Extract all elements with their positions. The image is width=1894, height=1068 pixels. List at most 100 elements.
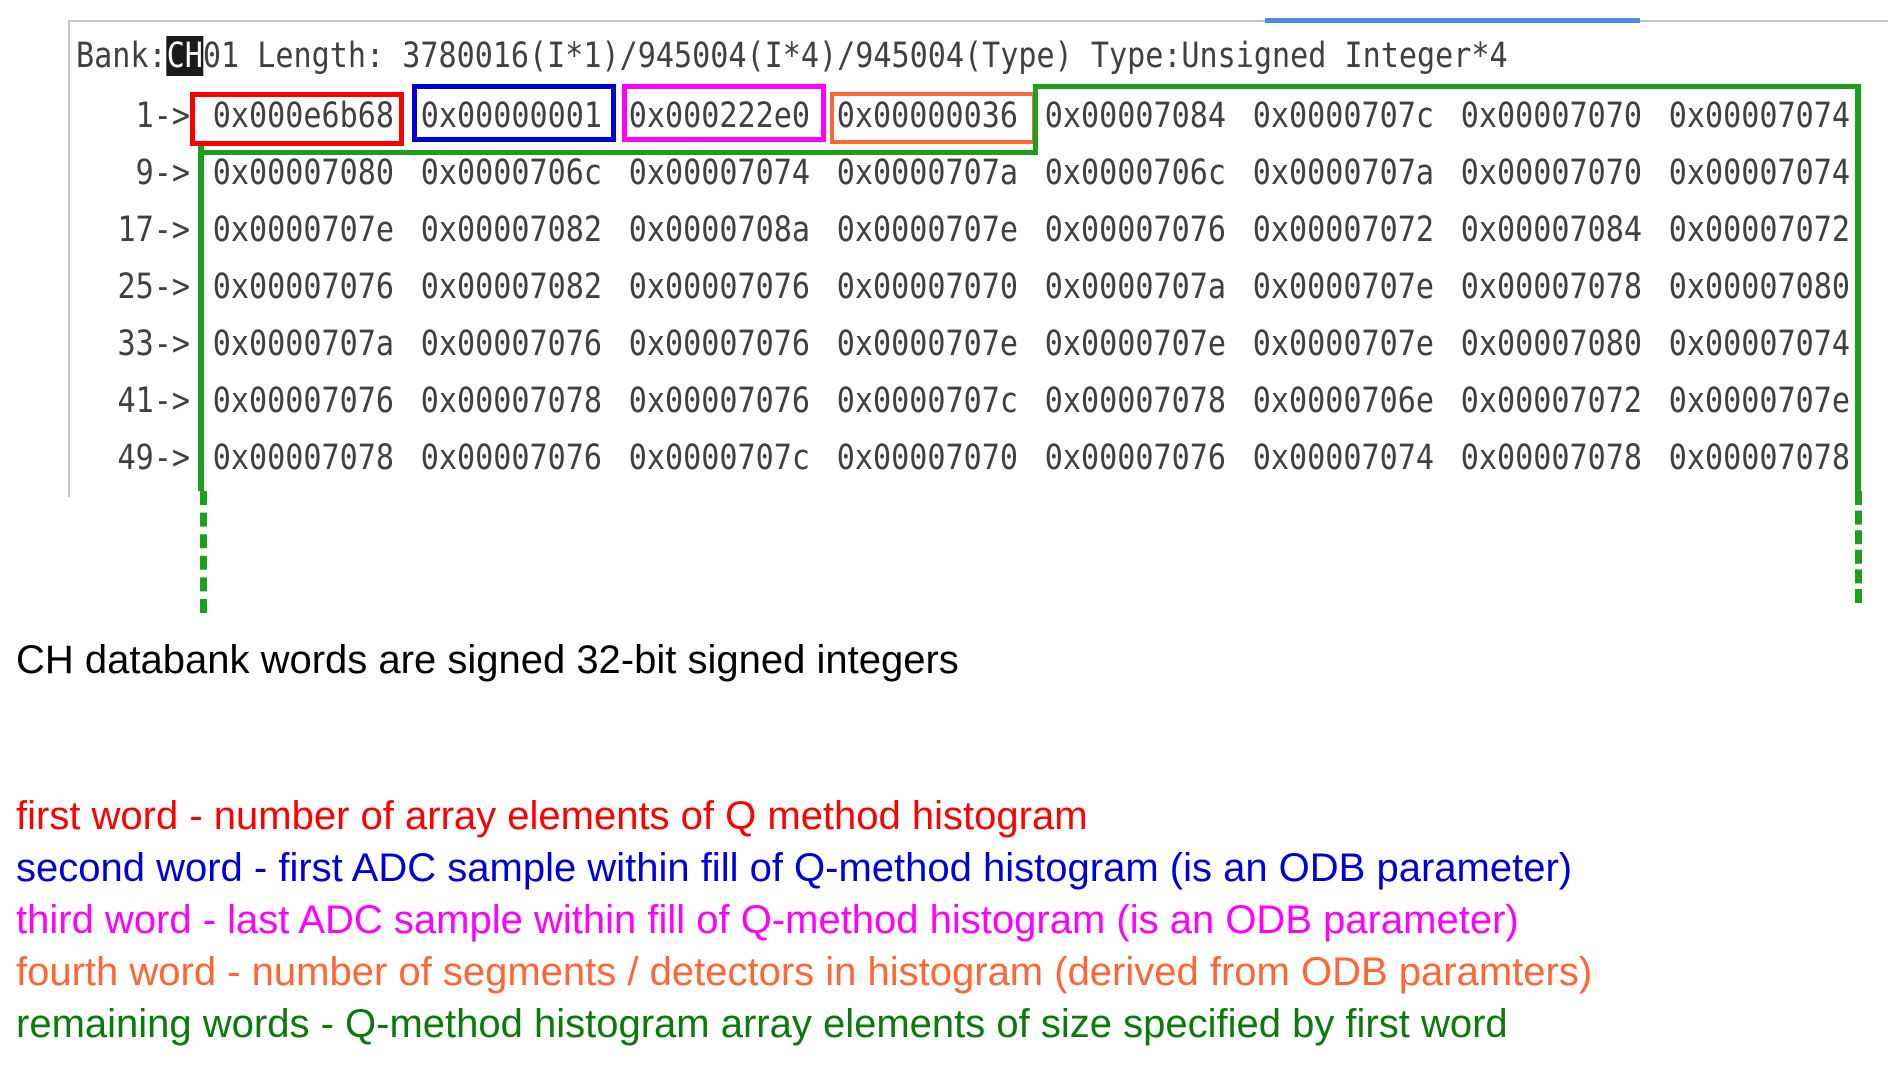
fourth-word-box: [830, 92, 1036, 144]
hex-word-cell: 0x00007070: [822, 438, 1027, 478]
hex-word-text: 0x00007078: [420, 381, 602, 421]
hex-word-cell: 0x00007076: [614, 267, 819, 307]
hex-word-cell: 0x0000707e: [198, 210, 403, 250]
hex-word-cell: 0x00007080: [198, 153, 403, 193]
hex-word-text: 0x00007078: [1044, 381, 1226, 421]
hex-word-cell: 0x00007076: [406, 438, 611, 478]
hex-word-text: 0x00000001: [420, 96, 602, 136]
hex-word-text: 0x0000707a: [212, 324, 394, 364]
hex-word-cell: 0x00007070: [1446, 153, 1651, 193]
hex-word-text: 0x000e6b68: [212, 96, 394, 136]
hex-word-text: 0x00007074: [628, 153, 810, 193]
hex-word-text: 0x00007082: [420, 210, 602, 250]
hex-word-cell: 0x00007080: [1654, 267, 1859, 307]
hex-word-text: 0x000222e0: [628, 96, 810, 136]
hex-word-cell: 0x00007078: [1446, 267, 1651, 307]
bank-name-selected[interactable]: CH: [166, 36, 203, 76]
bank-header: Bank:CH01 Length: 3780016(I*1)/945004(I*…: [76, 36, 1508, 76]
hex-word-text: 0x00007078: [212, 438, 394, 478]
remaining-box-right-dashed: [1855, 491, 1862, 603]
hex-word-text: 0x00007070: [1460, 153, 1642, 193]
scroll-indicator[interactable]: [1265, 18, 1640, 23]
row-offset-label: 49->: [117, 438, 190, 478]
hex-word-cell: 0x00007084: [1446, 210, 1651, 250]
hex-word-cell: 0x0000707e: [1238, 324, 1443, 364]
hex-word-text: 0x00007076: [628, 324, 810, 364]
hex-word-text: 0x0000707a: [1044, 267, 1226, 307]
hex-word-cell: 0x00007074: [1654, 96, 1859, 136]
hex-word-text: 0x0000706e: [1252, 381, 1434, 421]
hex-word-cell: 0x0000707c: [614, 438, 819, 478]
hex-word-text: 0x00007074: [1668, 153, 1850, 193]
hex-word-cell: 0x000e6b68: [198, 96, 403, 136]
hex-word-text: 0x00007080: [212, 153, 394, 193]
hex-word-cell: 0x00007076: [1030, 438, 1235, 478]
hex-word-text: 0x00007074: [1668, 96, 1850, 136]
caption: CH databank words are signed 32-bit sign…: [16, 638, 959, 682]
third-word-box: [622, 84, 826, 142]
hex-word-text: 0x00007076: [1044, 438, 1226, 478]
hex-word-cell: 0x00007080: [1446, 324, 1651, 364]
hex-word-text: 0x00007076: [1044, 210, 1226, 250]
hex-word-text: 0x0000707e: [1252, 267, 1434, 307]
remaining-box-step: [1033, 84, 1038, 155]
hex-word-text: 0x00007080: [1668, 267, 1850, 307]
hex-word-cell: 0x0000707a: [1238, 153, 1443, 193]
hex-word-cell: 0x00007076: [406, 324, 611, 364]
hex-word-text: 0x00007084: [1460, 210, 1642, 250]
hex-word-cell: 0x00007072: [1238, 210, 1443, 250]
legend-first-word: first word - number of array elements of…: [16, 794, 1088, 838]
hex-word-text: 0x0000706c: [420, 153, 602, 193]
first-word-box: [190, 92, 404, 146]
second-word-box: [412, 84, 616, 142]
hex-word-cell: 0x0000706e: [1238, 381, 1443, 421]
legend-remaining-words: remaining words - Q-method histogram arr…: [16, 1002, 1508, 1046]
remaining-box-top-a: [1038, 84, 1860, 89]
hex-word-cell: 0x00007078: [1654, 438, 1859, 478]
hex-word-text: 0x0000708a: [628, 210, 810, 250]
hex-word-text: 0x00007070: [836, 267, 1018, 307]
row-offset-label: 1->: [135, 96, 190, 136]
hex-word-text: 0x00007082: [420, 267, 602, 307]
hex-word-cell: 0x0000707e: [1030, 324, 1235, 364]
hex-word-cell: 0x00007074: [1238, 438, 1443, 478]
hex-word-text: 0x00007072: [1252, 210, 1434, 250]
hex-word-text: 0x00007074: [1252, 438, 1434, 478]
hex-word-cell: 0x000222e0: [614, 96, 819, 136]
hex-word-cell: 0x0000707c: [1238, 96, 1443, 136]
hex-word-cell: 0x0000706c: [406, 153, 611, 193]
row-offset-label: 33->: [117, 324, 190, 364]
hex-word-cell: 0x00007076: [614, 324, 819, 364]
hex-word-text: 0x00007080: [1460, 324, 1642, 364]
hex-word-cell: 0x00007072: [1446, 381, 1651, 421]
hex-word-text: 0x00007072: [1460, 381, 1642, 421]
hex-word-text: 0x0000707e: [836, 324, 1018, 364]
remaining-box-left-dashed: [200, 491, 207, 613]
hex-word-text: 0x0000707e: [1668, 381, 1850, 421]
row-offset-label: 41->: [117, 381, 190, 421]
hex-word-cell: 0x0000707a: [1030, 267, 1235, 307]
hex-word-cell: 0x0000706c: [1030, 153, 1235, 193]
hex-word-text: 0x00007078: [1460, 267, 1642, 307]
hex-word-text: 0x0000707e: [1252, 324, 1434, 364]
row-offset-label: 9->: [135, 153, 190, 193]
hex-dump-panel: [68, 20, 1888, 497]
hex-word-cell: 0x00007074: [1654, 153, 1859, 193]
legend-fourth-word: fourth word - number of segments / detec…: [16, 950, 1593, 994]
hex-word-cell: 0x00007076: [198, 381, 403, 421]
hex-word-cell: 0x0000707e: [1238, 267, 1443, 307]
hex-word-cell: 0x00000001: [406, 96, 611, 136]
hex-word-text: 0x00007076: [628, 381, 810, 421]
hex-word-cell: 0x0000707a: [198, 324, 403, 364]
hex-word-cell: 0x00007078: [1030, 381, 1235, 421]
hex-word-text: 0x0000707c: [1252, 96, 1434, 136]
hex-word-cell: 0x0000708a: [614, 210, 819, 250]
hex-word-cell: 0x0000707e: [1654, 381, 1859, 421]
hex-word-cell: 0x00007076: [1030, 210, 1235, 250]
hex-word-text: 0x00007084: [1044, 96, 1226, 136]
hex-word-cell: 0x00007072: [1654, 210, 1859, 250]
hex-word-text: 0x0000707a: [1252, 153, 1434, 193]
hex-word-text: 0x00000036: [836, 96, 1018, 136]
hex-word-text: 0x0000707e: [212, 210, 394, 250]
hex-word-cell: 0x00007074: [614, 153, 819, 193]
